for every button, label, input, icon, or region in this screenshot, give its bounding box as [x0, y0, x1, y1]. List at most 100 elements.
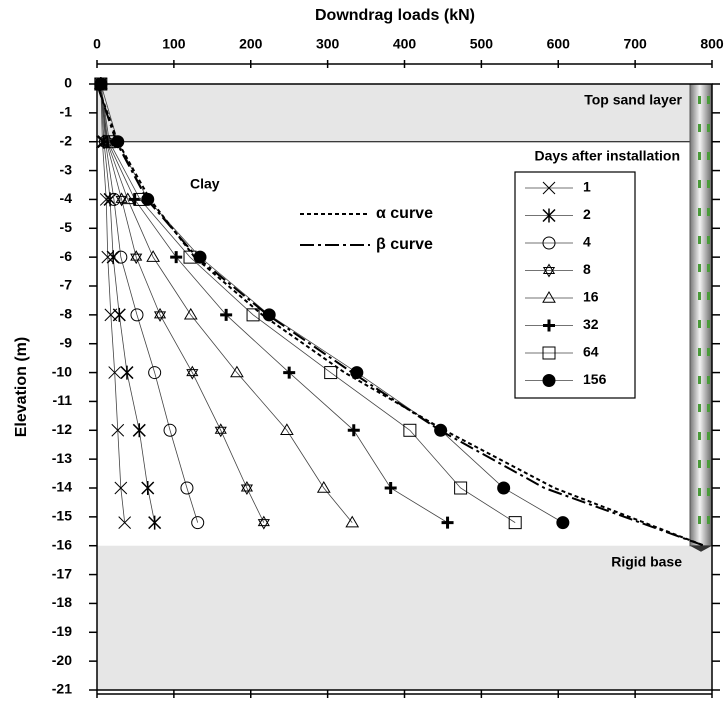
x-tick-label: 500 — [470, 36, 494, 52]
pile-tip — [690, 545, 712, 552]
marker-part — [170, 251, 183, 264]
data-point — [115, 192, 128, 207]
y-tick-label: -1 — [60, 104, 73, 120]
data-point — [114, 250, 128, 264]
data-point — [163, 423, 177, 437]
marker-part — [191, 516, 205, 530]
marker-part — [120, 365, 134, 380]
marker-part — [107, 192, 121, 206]
layer-label: Top sand layer — [584, 92, 682, 108]
legend-marker — [542, 263, 556, 278]
legend-label: 8 — [583, 261, 591, 277]
y-tick-label: -15 — [52, 508, 72, 524]
data-point — [240, 481, 253, 495]
data-point — [384, 482, 397, 494]
pile-gauge — [707, 264, 710, 272]
data-point — [347, 424, 360, 437]
data-point — [230, 365, 244, 378]
data-point — [132, 423, 146, 438]
curve-legend-label: α curve — [376, 205, 433, 222]
pile-gauge — [698, 320, 701, 328]
pile-gauge — [707, 460, 710, 468]
marker-part — [542, 291, 556, 303]
data-point — [111, 135, 125, 149]
legend-title: Days after installation — [535, 148, 681, 164]
data-point — [130, 308, 144, 322]
marker-part — [454, 481, 468, 495]
annotation: Clay — [190, 176, 220, 192]
data-point — [180, 481, 194, 495]
pile-gauge — [707, 348, 710, 356]
pile-gauge — [698, 432, 701, 440]
y-tick-label: -16 — [52, 536, 72, 552]
pile-gauge — [698, 264, 701, 272]
legend-label: 16 — [583, 289, 599, 305]
legend-marker — [542, 374, 556, 387]
marker-part — [94, 77, 108, 91]
data-point — [108, 366, 122, 379]
legend-label: 1 — [583, 179, 591, 195]
data-point — [316, 481, 331, 493]
pile-gauge — [698, 488, 701, 496]
marker-part — [108, 366, 122, 379]
marker-part — [246, 308, 260, 322]
legend-marker — [542, 346, 556, 360]
marker-part — [324, 366, 338, 380]
marker-part — [441, 516, 454, 529]
data-point — [112, 307, 126, 322]
legend-marker — [542, 291, 556, 303]
pile-gauge — [707, 404, 710, 412]
marker-part — [403, 423, 417, 437]
y-tick-label: -7 — [60, 277, 73, 293]
y-tick-label: 0 — [64, 75, 72, 91]
data-point — [246, 308, 260, 322]
series-line — [100, 83, 199, 523]
marker-part — [183, 307, 198, 320]
legend-label: 156 — [583, 371, 607, 387]
data-point — [556, 516, 570, 530]
marker-part — [114, 250, 128, 264]
marker-part — [542, 236, 556, 250]
marker-part — [316, 481, 331, 493]
data-point — [508, 516, 522, 530]
series-line — [100, 83, 448, 523]
data-point — [141, 481, 155, 495]
marker-part — [214, 423, 227, 438]
series-line — [100, 83, 265, 523]
marker-part — [542, 346, 556, 360]
data-point — [214, 423, 227, 438]
x-tick-label: 600 — [547, 36, 571, 52]
data-point — [128, 193, 141, 206]
marker-part — [101, 250, 115, 264]
data-point — [186, 365, 199, 380]
data-point — [101, 250, 115, 264]
pile-gauge — [698, 236, 701, 244]
legend-label: 2 — [583, 206, 591, 222]
y-tick-label: -6 — [60, 248, 73, 264]
legend-marker — [542, 208, 556, 223]
marker-part — [132, 423, 146, 438]
pile-gauge — [698, 152, 701, 160]
marker-part — [508, 516, 522, 530]
data-point — [148, 515, 162, 530]
y-tick-label: -2 — [60, 132, 73, 148]
marker-part — [347, 424, 360, 437]
marker-part — [118, 516, 132, 529]
x-tick-label: 700 — [623, 36, 647, 52]
data-point — [153, 307, 167, 322]
pile-gauge — [698, 124, 701, 132]
marker-part — [186, 365, 199, 380]
pile-gauge — [698, 516, 701, 524]
layer-label: Rigid base — [611, 553, 682, 569]
marker-part — [542, 263, 556, 278]
y-tick-label: -12 — [52, 421, 72, 437]
marker-part — [148, 515, 162, 530]
marker-part — [130, 250, 143, 265]
data-point — [120, 365, 134, 380]
data-point — [111, 423, 125, 437]
marker-part — [180, 481, 194, 495]
y-tick-label: -11 — [53, 392, 73, 408]
data-point — [345, 515, 360, 528]
y-tick-label: -13 — [52, 450, 72, 466]
pile-gauge — [707, 180, 710, 188]
